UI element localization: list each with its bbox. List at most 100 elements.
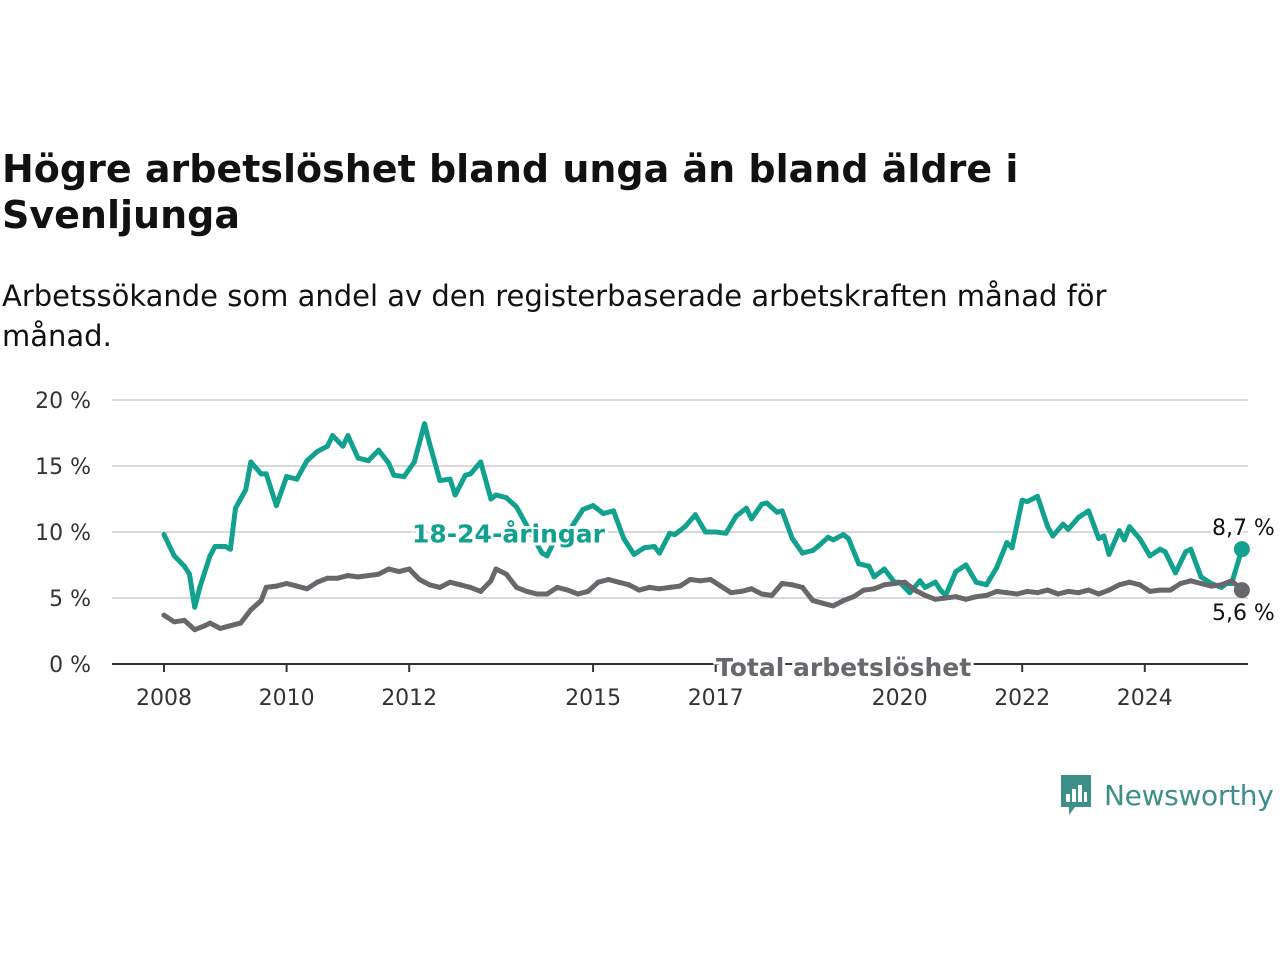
data-point <box>953 594 959 600</box>
data-point <box>646 584 652 590</box>
data-point <box>861 587 867 593</box>
data-point <box>325 575 330 581</box>
x-tick-label: 2012 <box>381 686 437 710</box>
data-point <box>1004 540 1010 546</box>
x-tick-label: 2022 <box>994 686 1050 710</box>
data-point <box>692 512 698 518</box>
data-point <box>1106 587 1112 593</box>
brand-name: Newsworthy <box>1104 778 1274 812</box>
data-point <box>621 536 627 542</box>
data-point <box>468 584 473 590</box>
series-end-marker <box>1233 582 1250 599</box>
data-point <box>1178 581 1184 586</box>
x-tick-label: 2020 <box>872 686 928 710</box>
data-point <box>697 578 703 584</box>
data-point <box>616 579 622 585</box>
data-point <box>284 474 290 480</box>
data-point <box>335 575 341 581</box>
y-tick-label: 10 % <box>35 521 91 546</box>
data-point <box>759 591 765 597</box>
x-axis: 2008 2010 2012 2015 2017 2020 2022 2024 <box>112 663 1248 710</box>
data-point <box>631 551 637 557</box>
data-point <box>994 588 1000 594</box>
data-point <box>585 588 591 594</box>
data-point <box>871 574 877 580</box>
data-point <box>263 584 269 590</box>
data-point <box>365 458 371 464</box>
data-point <box>611 508 616 514</box>
series-lines <box>161 421 1250 633</box>
data-point <box>514 504 519 510</box>
data-point <box>682 524 688 530</box>
data-point <box>677 583 683 589</box>
x-tick-label: 2010 <box>259 686 315 710</box>
data-point <box>932 596 938 602</box>
data-point <box>1116 582 1122 588</box>
data-point <box>1229 578 1235 584</box>
data-point <box>963 562 969 568</box>
data-point <box>1086 587 1092 593</box>
data-point <box>478 588 484 594</box>
data-point <box>539 550 545 556</box>
data-point <box>738 588 744 594</box>
data-point <box>672 532 678 538</box>
data-point <box>192 627 198 633</box>
data-point <box>1162 549 1168 555</box>
data-point <box>922 584 928 590</box>
data-point <box>749 516 754 522</box>
data-point <box>161 532 167 538</box>
data-point <box>1101 533 1107 539</box>
data-point <box>457 582 463 588</box>
data-point <box>1198 581 1204 586</box>
data-point <box>222 544 228 549</box>
data-point <box>953 569 959 575</box>
data-point <box>171 619 177 625</box>
data-point <box>749 586 754 592</box>
data-point <box>376 447 382 453</box>
data-point <box>759 501 765 507</box>
data-point <box>1127 524 1132 530</box>
data-point <box>820 600 826 606</box>
series-name-label: Total arbetslöshet <box>716 653 971 682</box>
data-point <box>427 582 433 588</box>
data-point <box>493 566 499 572</box>
data-point <box>1019 497 1025 503</box>
data-point <box>856 561 862 567</box>
data-point <box>207 553 213 559</box>
data-point <box>1137 536 1143 542</box>
data-point <box>386 566 392 572</box>
data-point <box>468 471 473 477</box>
data-point <box>626 582 632 588</box>
data-point <box>703 529 708 535</box>
data-point <box>800 584 805 590</box>
data-point <box>207 620 213 626</box>
data-point <box>1086 508 1092 514</box>
data-point <box>514 584 519 590</box>
newsworthy-logo-icon <box>1061 775 1091 815</box>
data-point <box>769 592 775 598</box>
x-tick-label: 2008 <box>136 686 192 710</box>
data-point <box>355 455 361 461</box>
data-point <box>912 587 918 593</box>
data-point <box>263 471 269 477</box>
data-point <box>657 586 662 592</box>
data-point <box>565 587 571 593</box>
data-point <box>779 581 785 586</box>
series-end-marker <box>1233 541 1250 558</box>
data-point <box>667 584 673 590</box>
data-point <box>657 550 662 556</box>
y-tick-label: 15 % <box>35 455 91 480</box>
data-point <box>651 544 657 549</box>
data-point <box>427 441 433 447</box>
data-point <box>187 571 192 577</box>
data-point <box>667 530 673 536</box>
series-labels: 8,7 % 5,6 % 18-24-åringar Total arbetslöshe… <box>409 514 1277 685</box>
data-point <box>600 511 606 516</box>
data-point <box>1060 521 1066 527</box>
data-point <box>1050 533 1056 539</box>
data-point <box>881 566 887 572</box>
data-point <box>1157 546 1163 552</box>
data-point <box>314 449 320 454</box>
data-point <box>1065 526 1071 532</box>
x-tick-label: 2017 <box>688 686 744 710</box>
